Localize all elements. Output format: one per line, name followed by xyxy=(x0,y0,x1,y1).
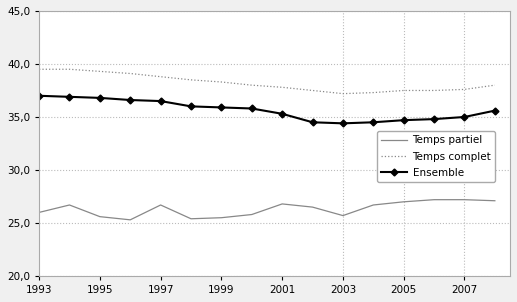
Ensemble xyxy=(127,98,133,102)
Temps complet xyxy=(66,67,72,71)
Ensemble xyxy=(340,121,346,125)
Temps complet xyxy=(340,92,346,95)
Temps complet xyxy=(370,91,376,95)
Ensemble xyxy=(461,115,467,119)
Ensemble xyxy=(370,120,376,124)
Temps partiel xyxy=(249,213,255,216)
Temps partiel xyxy=(279,202,285,206)
Temps partiel xyxy=(310,205,316,209)
Temps complet xyxy=(461,88,467,91)
Temps partiel xyxy=(97,215,103,218)
Temps complet xyxy=(36,67,42,71)
Temps complet xyxy=(279,85,285,89)
Temps partiel xyxy=(158,203,164,207)
Temps partiel xyxy=(340,214,346,217)
Temps partiel xyxy=(401,200,407,204)
Ensemble xyxy=(188,104,194,108)
Temps partiel xyxy=(370,203,376,207)
Temps complet xyxy=(431,89,437,92)
Temps partiel xyxy=(188,217,194,220)
Temps complet xyxy=(127,72,133,75)
Ensemble xyxy=(249,107,255,110)
Ensemble xyxy=(279,112,285,116)
Ensemble xyxy=(97,96,103,100)
Temps complet xyxy=(249,83,255,87)
Ensemble xyxy=(218,106,224,109)
Temps partiel xyxy=(218,216,224,220)
Line: Ensemble: Ensemble xyxy=(37,93,497,126)
Temps complet xyxy=(218,80,224,84)
Line: Temps complet: Temps complet xyxy=(39,69,495,94)
Ensemble xyxy=(310,120,316,124)
Temps partiel xyxy=(461,198,467,201)
Legend: Temps partiel, Temps complet, Ensemble: Temps partiel, Temps complet, Ensemble xyxy=(377,131,495,182)
Temps partiel xyxy=(66,203,72,207)
Line: Temps partiel: Temps partiel xyxy=(39,200,495,220)
Ensemble xyxy=(66,95,72,99)
Ensemble xyxy=(158,99,164,103)
Temps complet xyxy=(158,75,164,79)
Temps partiel xyxy=(127,218,133,222)
Temps complet xyxy=(97,69,103,73)
Temps partiel xyxy=(492,199,498,203)
Ensemble xyxy=(492,109,498,112)
Ensemble xyxy=(431,117,437,121)
Temps partiel xyxy=(36,210,42,214)
Temps complet xyxy=(188,78,194,82)
Temps complet xyxy=(310,89,316,92)
Temps partiel xyxy=(431,198,437,201)
Ensemble xyxy=(401,118,407,122)
Temps complet xyxy=(492,83,498,87)
Temps complet xyxy=(401,89,407,92)
Ensemble xyxy=(36,94,42,98)
